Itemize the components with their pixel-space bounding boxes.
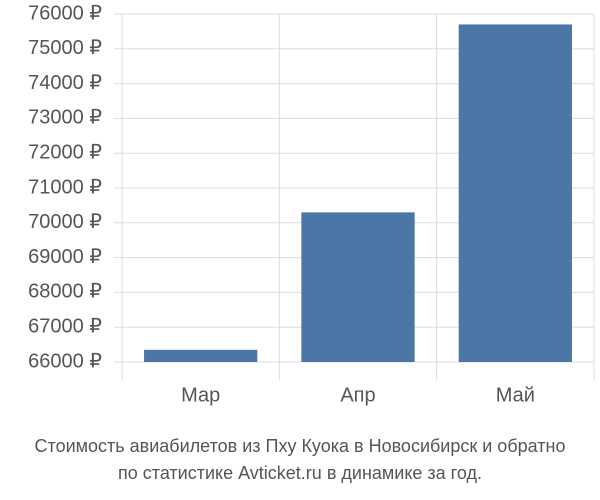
y-tick-label: 73000 ₽ xyxy=(28,107,102,129)
x-tick-label: Май xyxy=(496,384,535,406)
bar xyxy=(144,349,258,362)
y-tick-label: 68000 ₽ xyxy=(28,281,102,303)
y-tick-label: 69000 ₽ xyxy=(28,246,102,268)
y-tick-label: 75000 ₽ xyxy=(28,37,102,59)
y-tick-label: 71000 ₽ xyxy=(28,176,102,198)
y-tick-label: 76000 ₽ xyxy=(28,2,102,24)
bar xyxy=(301,212,415,362)
y-tick-label: 66000 ₽ xyxy=(28,350,102,372)
x-tick-label: Апр xyxy=(340,384,375,406)
chart-title: Стоимость авиабилетов из Пху Куока в Нов… xyxy=(35,436,566,456)
y-tick-label: 74000 ₽ xyxy=(28,72,102,94)
y-tick-label: 72000 ₽ xyxy=(28,141,102,163)
y-tick-label: 70000 ₽ xyxy=(28,211,102,233)
bar xyxy=(458,24,572,362)
x-tick-label: Мар xyxy=(181,384,220,406)
y-tick-label: 67000 ₽ xyxy=(28,315,102,337)
chart-subtitle: по статистике Avticket.ru в динамике за … xyxy=(118,463,482,483)
